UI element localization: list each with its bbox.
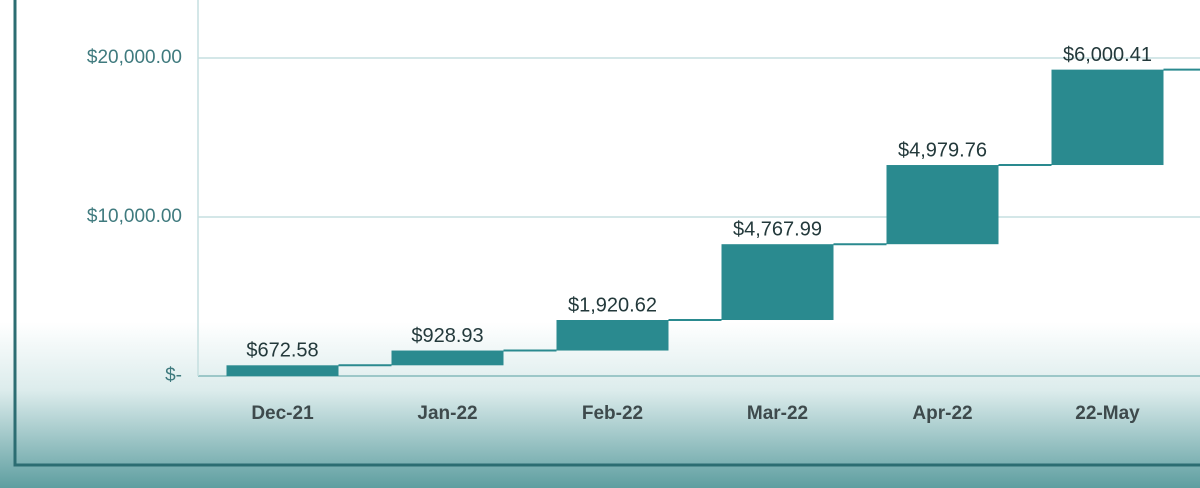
- y-tick-label: $-: [165, 365, 182, 386]
- value-label: $4,979.76: [898, 139, 987, 161]
- x-tick-label: Jan-22: [417, 403, 477, 424]
- x-tick-label: Apr-22: [912, 403, 972, 424]
- x-tick-label: Feb-22: [582, 403, 643, 424]
- y-tick-label: $20,000.00: [87, 47, 182, 68]
- bar: [556, 320, 669, 351]
- y-tick-label: $10,000.00: [87, 206, 182, 227]
- x-tick-label: Mar-22: [747, 403, 808, 424]
- bar: [721, 244, 834, 321]
- frame: [13, 0, 1200, 467]
- x-tick-label: 22-May: [1075, 403, 1140, 424]
- value-label: $6,000.41: [1063, 44, 1152, 66]
- bar: [391, 350, 504, 366]
- x-tick-label: Dec-21: [251, 403, 314, 424]
- bar: [226, 365, 339, 376]
- value-label: $672.58: [246, 340, 318, 362]
- bar: [1051, 69, 1164, 166]
- value-label: $1,920.62: [568, 294, 657, 316]
- value-label: $928.93: [411, 325, 483, 347]
- value-label: $4,767.99: [733, 218, 822, 240]
- bar: [886, 165, 999, 245]
